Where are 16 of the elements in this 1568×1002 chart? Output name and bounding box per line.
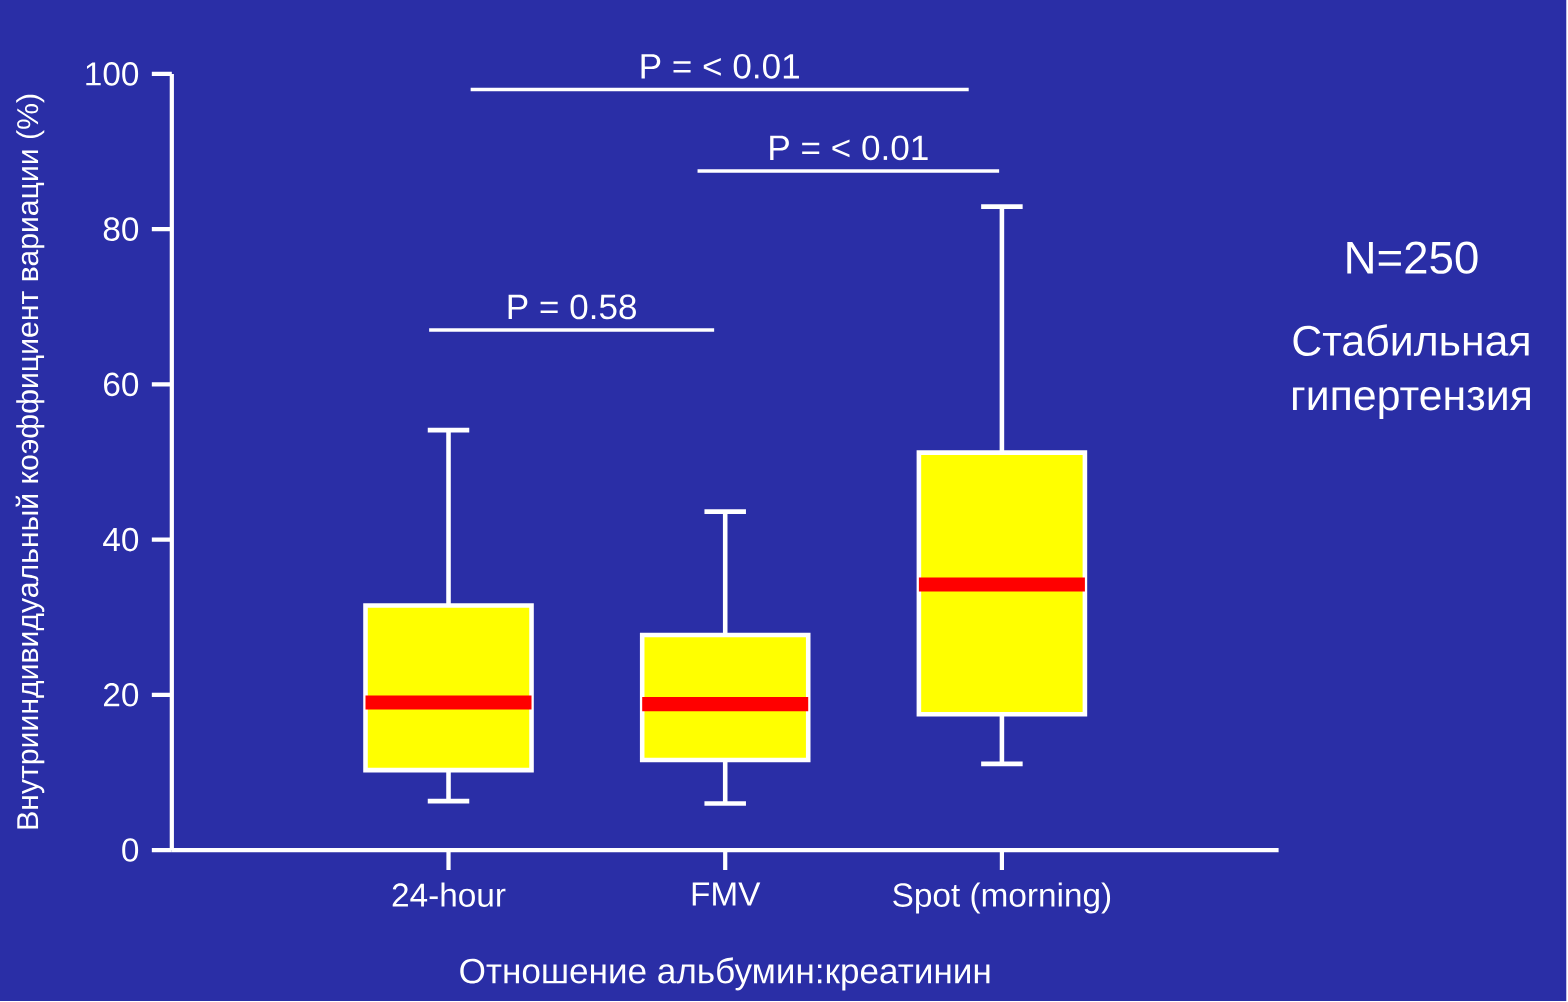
y-axis-title: Внутрииндивидуальный коэффициент вариации (%)	[15, 94, 45, 829]
annotation: P = < 0.01	[641, 53, 799, 79]
text: N=250	[1347, 241, 1478, 274]
y-tick-label: 20	[103, 682, 139, 707]
x-axis-title: Отношение альбумин:креатинин	[460, 957, 990, 991]
x-tick-label: Spot (morning)	[893, 882, 1111, 914]
y-tick-label: 100	[86, 62, 139, 86]
annotation: P = < 0.01	[770, 135, 928, 161]
y-tick-label: 80	[103, 217, 139, 241]
text: Стабильная гипертензия	[1293, 324, 1530, 419]
y-tick-label: 40	[103, 527, 139, 552]
x-tick-label: 24-hour	[392, 882, 506, 907]
annotation: P = 0.58	[508, 294, 636, 320]
y-tick-label: 0	[122, 838, 139, 862]
y-tick-label: 60	[104, 372, 139, 397]
x-tick-label: FMV	[692, 882, 761, 906]
